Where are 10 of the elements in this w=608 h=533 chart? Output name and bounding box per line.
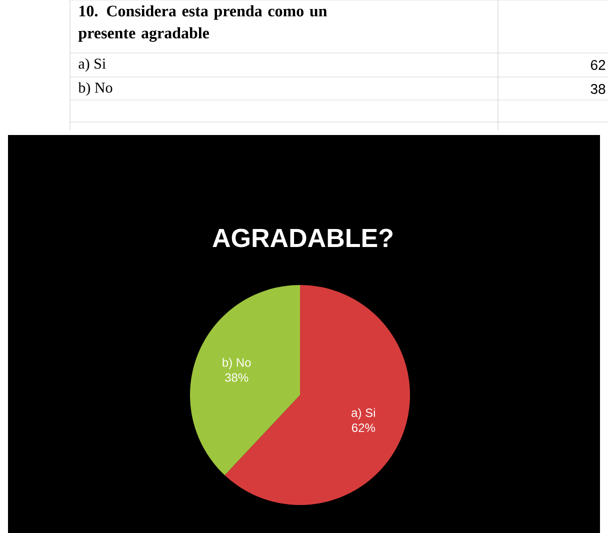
chart-title: AGRADABLE? [212,228,392,248]
slice-label: a) Si [352,408,375,420]
text: 38 [590,84,606,94]
category-label: b) No [78,82,112,96]
category-label: a) Si [78,58,106,72]
text: 10. Considera esta prenda como un presente agradable [78,5,327,42]
slice-label: b) No [222,358,251,370]
data-label: 38% [225,373,248,382]
data-label: 62% [352,424,375,432]
text: 62 [590,60,606,70]
